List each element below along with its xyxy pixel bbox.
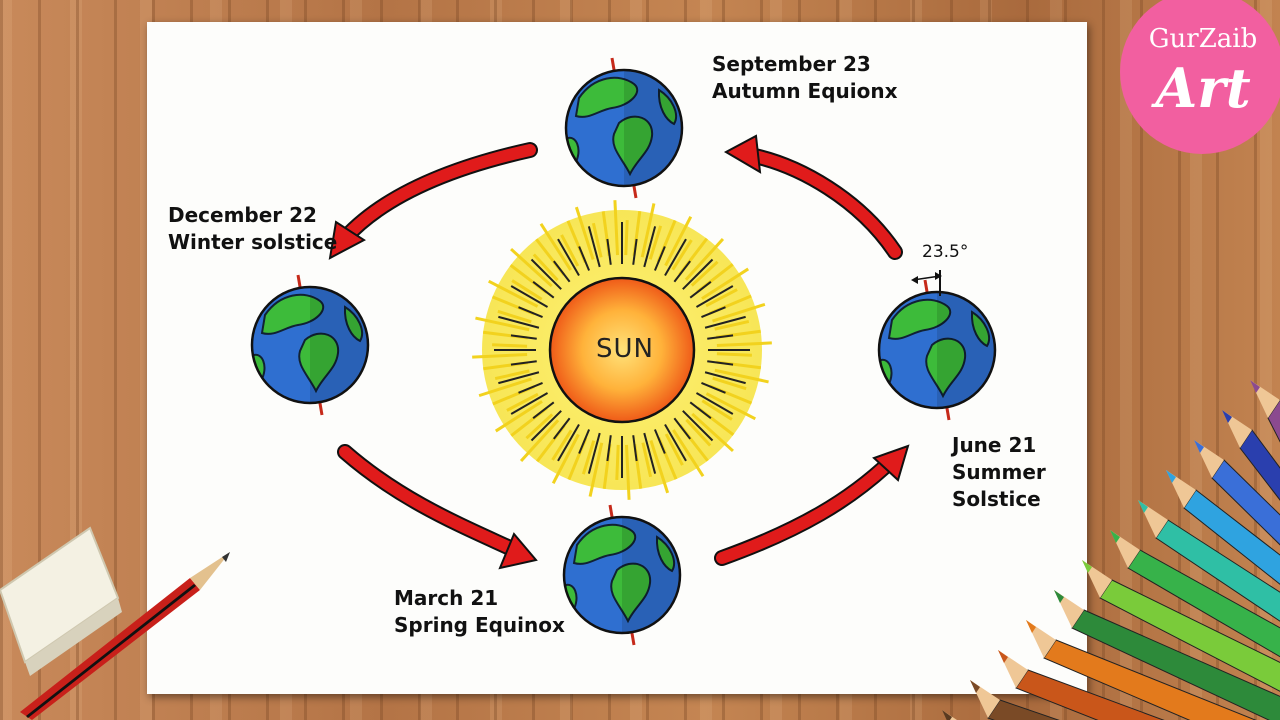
colored-pencils <box>942 380 1280 720</box>
label-june-event-line1: Summer <box>952 460 1046 484</box>
label-march-date: March 21 <box>394 586 499 610</box>
earth-september <box>566 56 682 200</box>
colored-pencil-lead <box>1110 530 1120 543</box>
sun-core <box>548 276 696 424</box>
colored-pencil-lead <box>1082 560 1092 573</box>
brand-logo-art: Art <box>1155 56 1251 120</box>
colored-pencil-lead <box>970 680 980 693</box>
brand-logo <box>1120 0 1280 154</box>
label-december: December 22 Winter solstice <box>168 202 337 256</box>
colored-pencil-lead <box>1166 470 1176 483</box>
tilt-angle-label: 23.5° <box>922 242 969 262</box>
label-september-event: Autumn Equionx <box>712 79 898 103</box>
earth-december <box>252 273 368 417</box>
earth-march <box>564 503 680 647</box>
colored-pencil-lead <box>1138 500 1148 513</box>
label-june-date: June 21 <box>952 433 1037 457</box>
sun-rays <box>472 200 772 500</box>
colored-pencil-lead <box>1026 620 1036 633</box>
label-march: March 21 Spring Equinox <box>394 585 565 639</box>
colored-pencil-lead <box>1054 590 1064 603</box>
colored-pencil-lead <box>1194 440 1204 453</box>
label-december-date: December 22 <box>168 203 317 227</box>
arrow-december-to-march <box>337 444 538 570</box>
brand-logo-name: GurZaib <box>1148 24 1258 54</box>
colored-pencil-lead <box>942 710 952 720</box>
arrow-june-to-september <box>723 134 903 260</box>
label-september: September 23 Autumn Equionx <box>712 51 898 105</box>
sun-label: SUN <box>596 334 654 364</box>
colored-pencil-lead <box>1250 380 1260 393</box>
arrow-march-to-june <box>714 444 910 566</box>
tilt-indicator <box>911 270 942 296</box>
colored-pencil-lead <box>998 650 1008 663</box>
label-september-date: September 23 <box>712 52 871 76</box>
label-june-event-line2: Solstice <box>952 487 1041 511</box>
earth-june <box>879 278 995 422</box>
graphite-pencil <box>20 552 230 720</box>
label-june: June 21 Summer Solstice <box>952 432 1046 513</box>
arrow-september-to-december <box>328 142 538 260</box>
sun <box>472 200 772 500</box>
label-march-event: Spring Equinox <box>394 613 565 637</box>
eraser <box>0 526 122 676</box>
label-december-event: Winter solstice <box>168 230 338 254</box>
colored-pencil-lead <box>1222 410 1232 423</box>
orbit-arrows <box>328 134 910 570</box>
